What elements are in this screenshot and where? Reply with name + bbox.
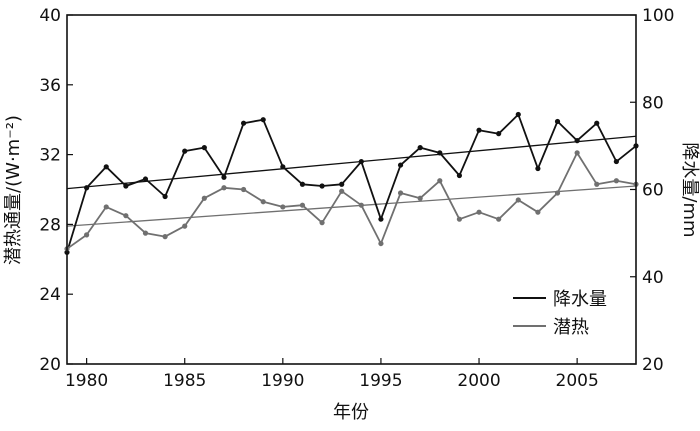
x-tick-label: 1985 (163, 371, 206, 391)
precip-point (299, 181, 306, 187)
precip-point (182, 148, 188, 154)
latent-heat-point (142, 230, 149, 236)
x-tick-label: 1995 (359, 371, 402, 391)
precip-point (260, 117, 266, 123)
precip-point (397, 162, 404, 168)
x-tick-label: 1980 (65, 371, 108, 391)
precip-point (417, 145, 423, 151)
series-lines (66, 113, 637, 253)
x-tick-label: 2005 (556, 371, 599, 391)
latent-heat-point (201, 195, 207, 201)
latent-heat-point (535, 209, 541, 215)
precip-point (456, 172, 463, 179)
precip-trend-line (66, 135, 637, 190)
y-right-tick-label: 80 (642, 93, 664, 113)
y-right-tick-label: 100 (642, 6, 674, 26)
precip-point (613, 158, 619, 165)
precip-point (162, 193, 168, 200)
y-left-ticks: 20 24 28 32 36 40 (39, 6, 73, 375)
x-ticks: 1980 1985 1990 1995 2000 2005 (65, 358, 599, 391)
y-left-tick-label: 20 (39, 355, 61, 375)
latent-heat-point (515, 197, 521, 203)
latent-heat-point (103, 204, 109, 210)
y-right-axis-title: 降水量/mm (679, 142, 700, 237)
latent-heat-point (123, 213, 129, 219)
precip-point (339, 181, 345, 187)
latent-heat-point (182, 223, 188, 229)
precip-point (554, 118, 561, 125)
precip-point (319, 183, 325, 189)
y-left-axis-title: 潜热通量/(W·m⁻²) (3, 115, 24, 265)
x-axis-title: 年份 (333, 402, 369, 423)
latent-heat-point (339, 188, 345, 194)
precip-point (221, 174, 227, 180)
y-right-tick-label: 40 (642, 268, 664, 288)
latent-heat-point (84, 232, 90, 238)
latent-heat-point (456, 216, 463, 222)
y-left-tick-label: 28 (39, 215, 61, 235)
precip-point (280, 164, 286, 170)
data-points (64, 111, 639, 255)
precip-point (142, 176, 149, 182)
legend: 降水量 潜热 (513, 289, 607, 338)
precip-point (84, 185, 90, 191)
y-left-tick-label: 32 (39, 146, 61, 166)
latent-heat-point (554, 190, 561, 196)
precip-point (574, 138, 580, 144)
precip-point (358, 158, 364, 165)
latent-heat-series-line (66, 151, 637, 250)
precip-point (240, 120, 247, 126)
latent-heat-point (299, 202, 306, 208)
latent-heat-point (221, 185, 227, 191)
precip-point (437, 150, 443, 156)
y-left-tick-label: 24 (39, 285, 61, 305)
precip-point (594, 120, 600, 126)
precip-point (535, 165, 541, 172)
latent-heat-point (594, 181, 600, 187)
latent-heat-point (378, 240, 384, 247)
latent-heat-point (240, 186, 247, 193)
latent-heat-point (358, 202, 364, 208)
precip-point (201, 145, 207, 151)
latent-heat-point (476, 209, 482, 215)
y-right-ticks: 20 40 60 80 100 (630, 6, 674, 375)
y-right-tick-label: 20 (642, 355, 664, 375)
latent-heat-point (260, 199, 266, 205)
precip-point (103, 164, 109, 170)
plot-frame (66, 14, 637, 365)
latent-heat-trend-line (66, 185, 637, 227)
precip-point (476, 127, 482, 133)
y-left-tick-label: 40 (39, 6, 61, 26)
latent-heat-point (613, 178, 619, 184)
y-left-tick-label: 36 (39, 76, 61, 96)
precip-point (378, 216, 384, 222)
precip-series-line (66, 113, 637, 253)
precip-point (496, 131, 502, 137)
legend-label-precip: 降水量 (553, 289, 607, 310)
latent-heat-point (496, 216, 502, 222)
latent-heat-point (437, 178, 443, 184)
latent-heat-point (417, 195, 423, 201)
x-tick-label: 2000 (457, 371, 500, 391)
legend-label-latent-heat: 潜热 (553, 317, 589, 338)
precip-point (123, 183, 129, 189)
precip-point (515, 111, 521, 118)
trend-lines (66, 135, 637, 227)
latent-heat-point (397, 190, 404, 196)
latent-heat-point (319, 220, 325, 226)
y-right-tick-label: 60 (642, 181, 664, 201)
latent-heat-point (280, 204, 286, 210)
latent-heat-point (162, 234, 168, 240)
x-tick-label: 1990 (261, 371, 304, 391)
latent-heat-point (574, 150, 580, 156)
